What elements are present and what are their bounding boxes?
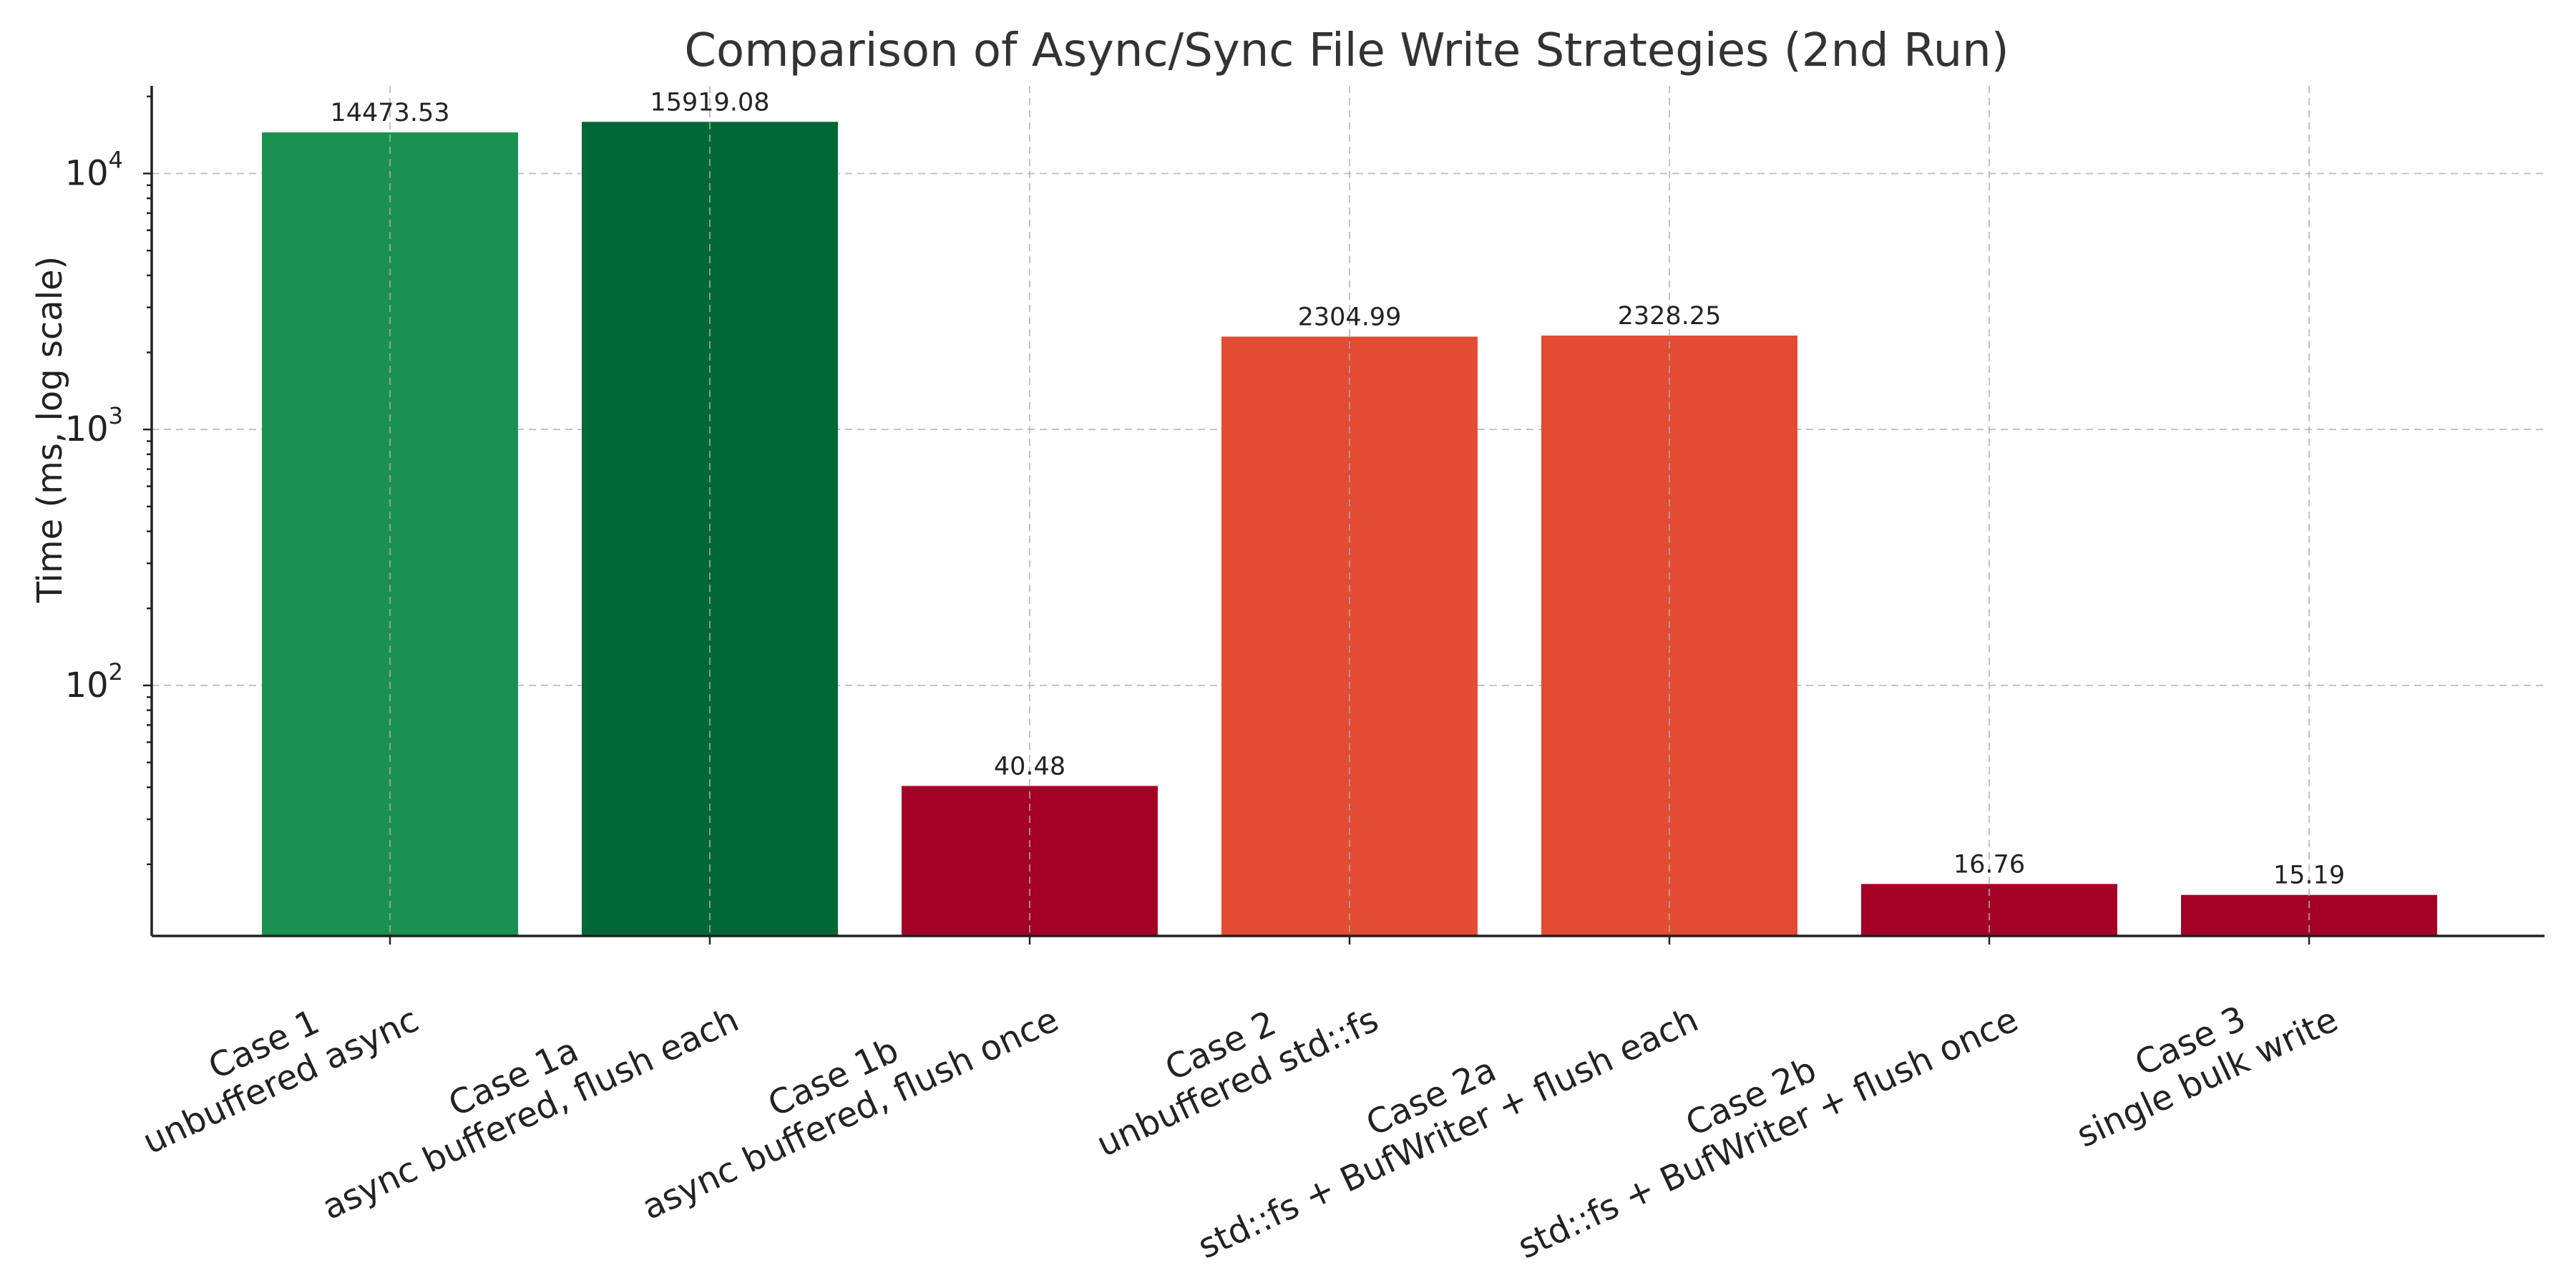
y-tick-label: 104 xyxy=(65,146,123,193)
bar xyxy=(262,132,518,936)
x-tick-label: Case 2bstd::fs + BufWriter + flush once xyxy=(1495,963,2024,1267)
x-tick-label: Case 2unbuffered std::fs xyxy=(1074,963,1385,1165)
bar-value-label: 40.48 xyxy=(994,752,1065,781)
x-tick-label-text: Case 3single bulk write xyxy=(2054,963,2344,1156)
chart-title: Comparison of Async/Sync File Write Stra… xyxy=(684,24,2009,77)
x-tick-label-text: Case 2unbuffered std::fs xyxy=(1074,963,1385,1165)
bar-value-label: 16.76 xyxy=(1953,850,2025,879)
x-tick-label-text: Case 2bstd::fs + BufWriter + flush once xyxy=(1495,963,2024,1267)
axes-layer xyxy=(143,86,2545,945)
bar-value-label: 2328.25 xyxy=(1618,302,1722,331)
bar xyxy=(902,786,1158,936)
bar-value-label: 15.19 xyxy=(2273,862,2345,890)
y-tick-label: 103 xyxy=(65,402,123,449)
bar-value-label: 14473.53 xyxy=(330,99,449,127)
y-tick-label: 102 xyxy=(65,658,123,706)
x-tick-label: Case 1basync buffered, flush once xyxy=(619,963,1065,1228)
x-tick-label-text: Case 1unbuffered async xyxy=(120,963,425,1162)
bar-value-label: 15919.08 xyxy=(650,88,769,117)
bar-value-label: 2304.99 xyxy=(1298,303,1402,331)
x-tick-label-text: Case 1basync buffered, flush once xyxy=(619,963,1065,1228)
y-axis-label: Time (ms, log scale) xyxy=(30,256,70,604)
x-tick-label: Case 1unbuffered async xyxy=(120,963,425,1162)
overlay-layer xyxy=(389,86,2310,936)
x-tick-label: Case 3single bulk write xyxy=(2054,963,2344,1156)
